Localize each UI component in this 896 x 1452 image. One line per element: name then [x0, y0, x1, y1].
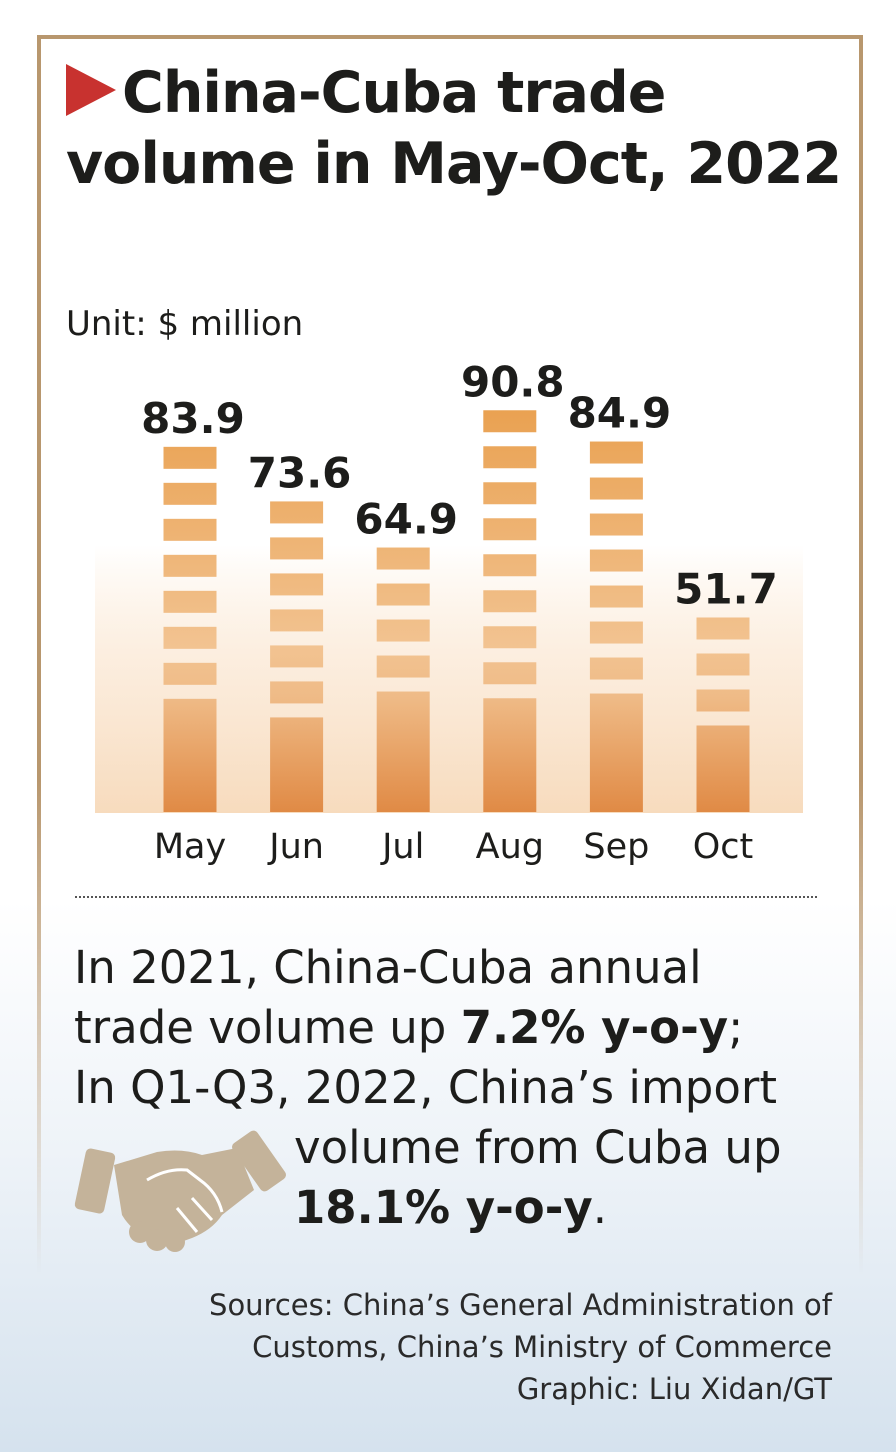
summary-line: trade volume up 7.2% y-o-y;: [74, 1001, 744, 1054]
bar-segment: [270, 717, 324, 812]
x-tick-label: Oct: [693, 827, 754, 867]
summary-text: In 2021, China-Cuba annual trade volume …: [74, 938, 782, 1238]
bar-segment: [483, 482, 537, 505]
bar-sep: [589, 441, 643, 812]
value-label: 64.9: [354, 495, 458, 544]
credit-line: Graphic: Liu Xidan/GT: [516, 1372, 832, 1406]
bar-segment: [589, 513, 643, 536]
bar-chart: 83.9 May 73.6 Jun 64.9 Jul 90.8 Aug 84.9 Sep 51.7 O…: [95, 357, 803, 867]
bar-segment: [376, 619, 430, 642]
bar-jul: [376, 547, 430, 812]
chart-title: China-Cuba trade volume in May-Oct, 2022: [66, 60, 842, 197]
bar-segment: [163, 626, 217, 649]
bar-segment: [270, 573, 324, 596]
bar-segment: [696, 617, 750, 640]
bar-segment: [483, 698, 537, 812]
source-line: Customs, China’s Ministry of Commerce: [252, 1330, 832, 1364]
bar-jun: [270, 501, 324, 812]
value-label: 83.9: [141, 394, 245, 443]
sources: Sources: China’s General Administration …: [209, 1284, 832, 1410]
bar-segment: [483, 626, 537, 649]
bar-segment: [376, 655, 430, 678]
x-tick-label: May: [154, 827, 226, 867]
triangle-icon: [66, 64, 116, 116]
bar-segment: [483, 554, 537, 577]
bar-segment: [163, 698, 217, 812]
value-label: 51.7: [674, 564, 778, 613]
bar-segment: [589, 621, 643, 644]
bar-segment: [270, 681, 324, 704]
bar-aug: [483, 410, 537, 812]
source-line: Sources: China’s General Administration …: [209, 1288, 832, 1322]
bar-segment: [589, 441, 643, 464]
bar-segment: [696, 689, 750, 712]
divider: [75, 896, 817, 898]
bar-segment: [270, 537, 324, 560]
value-label: 90.8: [461, 357, 565, 406]
bar-segment: [589, 549, 643, 572]
bar-segment: [270, 645, 324, 668]
bar-segment: [376, 691, 430, 812]
bar-segment: [589, 477, 643, 500]
bar-may: [163, 446, 217, 812]
bar-segment: [589, 657, 643, 680]
bar-oct: [696, 617, 750, 812]
bar-segment: [376, 583, 430, 606]
bar-segment: [696, 653, 750, 676]
bar-segment: [483, 590, 537, 613]
bar-segment: [163, 662, 217, 685]
bar-segment: [483, 518, 537, 541]
bar-segment: [163, 590, 217, 613]
bar-segment: [270, 501, 324, 524]
bar-segment: [270, 609, 324, 632]
bar-segment: [483, 446, 537, 469]
unit-label: Unit: $ million: [66, 304, 304, 344]
handshake-icon: [74, 1130, 286, 1252]
bar-segment: [163, 482, 217, 505]
highlight-18-1: 18.1% y-o-y: [294, 1181, 593, 1234]
value-label: 84.9: [568, 389, 672, 438]
bar-segment: [589, 693, 643, 812]
value-label: 73.6: [248, 448, 352, 497]
summary-line: volume from Cuba up: [294, 1121, 782, 1174]
bar-segment: [163, 446, 217, 469]
bar-segment: [163, 518, 217, 541]
x-tick-label: Aug: [476, 827, 544, 867]
frame-border: [37, 35, 863, 1275]
bar-segment: [483, 662, 537, 685]
highlight-7-2: 7.2% y-o-y: [460, 1001, 729, 1054]
bar-segment: [589, 585, 643, 608]
x-tick-label: Sep: [583, 827, 649, 867]
summary-line: 18.1% y-o-y.: [294, 1181, 608, 1234]
x-tick-label: Jun: [267, 827, 324, 867]
bar-segment: [163, 554, 217, 577]
x-tick-label: Jul: [380, 827, 424, 867]
summary-line: In Q1-Q3, 2022, China’s import: [74, 1061, 777, 1114]
bar-segment: [483, 410, 537, 433]
summary-line: In 2021, China-Cuba annual: [74, 941, 702, 994]
bar-segment: [696, 725, 750, 812]
bar-segment: [376, 547, 430, 570]
